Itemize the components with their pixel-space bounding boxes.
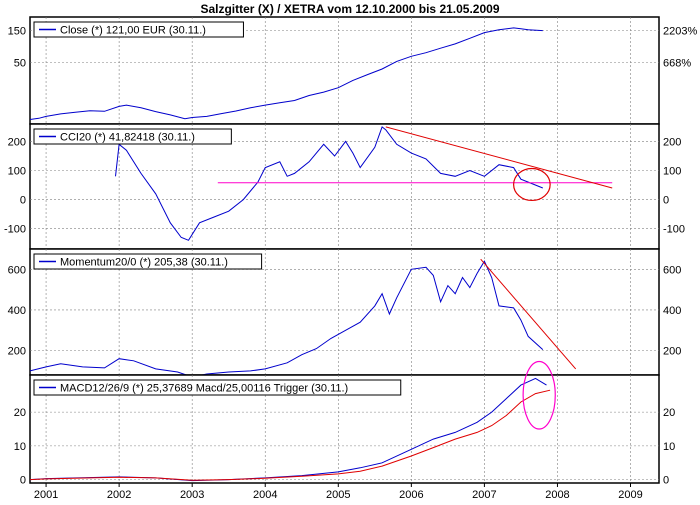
y-tick-label-left: 0 bbox=[20, 195, 26, 207]
x-tick-label: 2002 bbox=[107, 489, 131, 500]
y-tick-label-right: 100 bbox=[663, 166, 681, 178]
y-tick-label-right: 600 bbox=[663, 264, 681, 276]
series-trigger bbox=[29, 389, 551, 481]
y-tick-label-left: 400 bbox=[8, 305, 26, 317]
y-tick-label-right: 0 bbox=[663, 195, 669, 207]
series-trendline bbox=[480, 258, 577, 370]
legend-momentum: Momentum20/0 (*) 205,38 (30.11.) bbox=[33, 253, 263, 270]
y-tick-label-right: 10 bbox=[663, 441, 675, 453]
x-tick-label: 2001 bbox=[34, 489, 58, 500]
y-tick-label-left: 20 bbox=[14, 407, 26, 419]
series-cci20 bbox=[115, 126, 543, 241]
y-tick-label-left: 100 bbox=[8, 166, 26, 178]
annotation-ellipse-cci bbox=[513, 167, 551, 202]
legend-text: MACD12/26/9 (*) 25,37689 Macd/25,00116 T… bbox=[60, 383, 348, 395]
y-tick-label-right: 0 bbox=[663, 475, 669, 487]
series-trendline bbox=[385, 126, 613, 189]
chart-title: Salzgitter (X) / XETRA vom 12.10.2000 bi… bbox=[200, 2, 499, 16]
x-tick-label: 2006 bbox=[399, 489, 423, 500]
panel-frame bbox=[29, 248, 660, 376]
legend-text: Momentum20/0 (*) 205,38 (30.11.) bbox=[60, 257, 228, 269]
y-tick-label-right: 200 bbox=[663, 346, 681, 358]
legend-cci: CCI20 (*) 41,82418 (30.11.) bbox=[33, 128, 232, 145]
panel-price: 150 2203% 50 668% Close (*) 121,00 EUR (30.1… bbox=[8, 16, 697, 125]
y-tick-label-right: 2203% bbox=[663, 26, 697, 38]
annotation-ellipse-macd bbox=[522, 360, 556, 430]
x-tick-label: 2009 bbox=[618, 489, 642, 500]
panel-frame bbox=[29, 123, 660, 250]
y-tick-label-left: -100 bbox=[4, 224, 26, 236]
series-close bbox=[29, 27, 543, 120]
x-tick-label: 2003 bbox=[180, 489, 204, 500]
panel-macd: 20 20 10 10 0 0 MACD12/26/9 (*) 25,37689 Macd/… bbox=[14, 374, 675, 487]
y-tick-label-left: 200 bbox=[8, 346, 26, 358]
legend-price: Close (*) 121,00 EUR (30.11.) bbox=[33, 21, 244, 38]
x-tick-label: 2005 bbox=[326, 489, 350, 500]
legend-box bbox=[33, 253, 263, 270]
x-tick-label: 2007 bbox=[472, 489, 496, 500]
legend-macd: MACD12/26/9 (*) 25,37689 Macd/25,00116 T… bbox=[33, 379, 402, 396]
y-tick-label-right: 668% bbox=[663, 57, 691, 69]
series-momentum20 bbox=[29, 260, 544, 378]
y-tick-label-right: 400 bbox=[663, 305, 681, 317]
y-tick-label-right: 20 bbox=[663, 407, 675, 419]
y-tick-label-right: -100 bbox=[663, 224, 685, 236]
x-tick-label: 2008 bbox=[545, 489, 569, 500]
legend-box bbox=[33, 128, 232, 145]
x-tick-label: 2004 bbox=[253, 489, 277, 500]
legend-text: CCI20 (*) 41,82418 (30.11.) bbox=[60, 132, 195, 144]
y-tick-label-left: 50 bbox=[14, 57, 26, 69]
legend-text: Close (*) 121,00 EUR (30.11.) bbox=[60, 25, 206, 37]
legend-box bbox=[33, 21, 244, 38]
legend-box bbox=[33, 379, 402, 396]
y-tick-label-left: 600 bbox=[8, 264, 26, 276]
y-tick-label-right: 200 bbox=[663, 136, 681, 148]
y-tick-label-left: 10 bbox=[14, 441, 26, 453]
panel-cci: 200 200 100 100 0 0 -100 -100 CCI20 (*) 41,82418… bbox=[4, 123, 685, 250]
y-tick-label-left: 0 bbox=[20, 475, 26, 487]
panel-momentum: 600 600 400 400 200 200 Momentum20/0 (*) 205,3… bbox=[8, 248, 681, 378]
y-tick-label-left: 150 bbox=[8, 26, 26, 38]
y-tick-label-left: 200 bbox=[8, 136, 26, 148]
